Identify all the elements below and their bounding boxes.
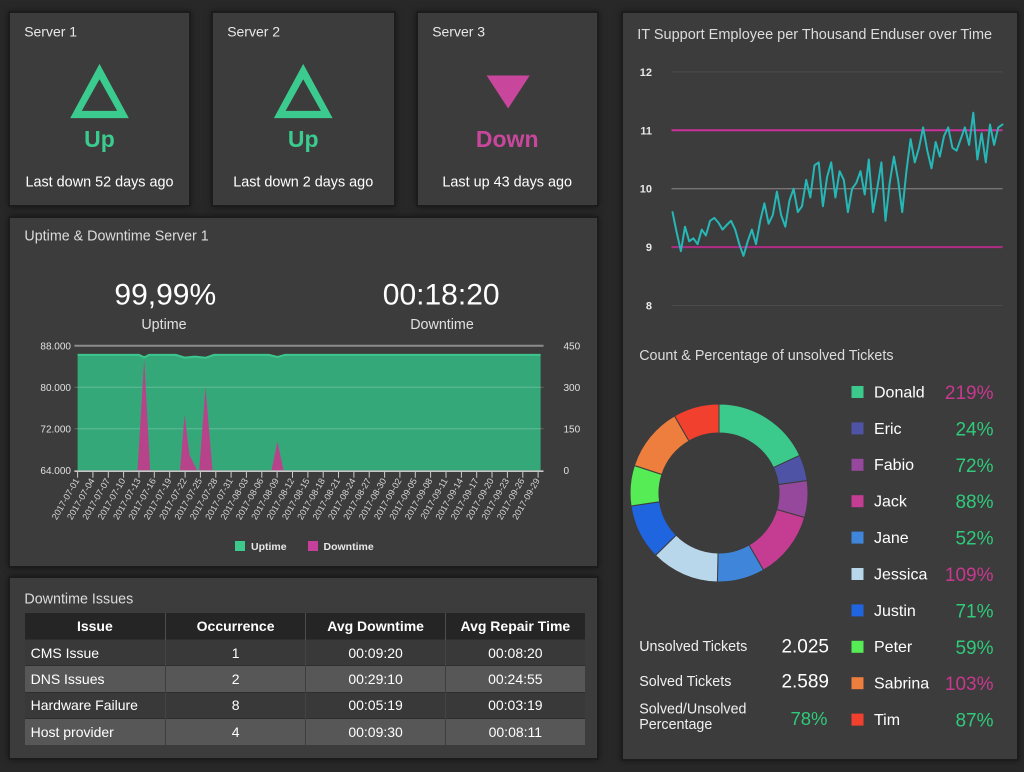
svg-text:Uptime: Uptime	[251, 541, 287, 553]
svg-text:11: 11	[640, 125, 652, 137]
svg-text:Last down 52 days ago: Last down 52 days ago	[25, 174, 173, 190]
svg-text:Percentage: Percentage	[639, 716, 712, 732]
svg-text:00:18:20: 00:18:20	[383, 279, 500, 312]
svg-text:Count & Percentage of unsolved: Count & Percentage of unsolved Tickets	[639, 348, 893, 364]
svg-text:2.589: 2.589	[781, 671, 829, 692]
svg-text:8: 8	[645, 300, 651, 312]
svg-text:24%: 24%	[955, 419, 993, 440]
svg-text:9: 9	[645, 242, 651, 254]
svg-text:Downtime: Downtime	[324, 541, 374, 553]
svg-text:Server 3: Server 3	[432, 23, 485, 39]
svg-text:Peter: Peter	[874, 639, 913, 656]
svg-text:Justin: Justin	[874, 602, 916, 619]
svg-text:Tim: Tim	[874, 712, 900, 729]
svg-text:Jack: Jack	[874, 493, 908, 510]
svg-text:IT Support Employee per Thousa: IT Support Employee per Thousand Enduser…	[637, 27, 992, 43]
svg-text:Eric: Eric	[874, 420, 902, 437]
svg-text:72%: 72%	[955, 455, 993, 476]
svg-text:Up: Up	[84, 125, 115, 151]
svg-text:Solved/Unsolved: Solved/Unsolved	[639, 701, 746, 717]
svg-text:88%: 88%	[955, 492, 993, 513]
svg-text:150: 150	[564, 424, 581, 435]
svg-text:Uptime & Downtime Server 1: Uptime & Downtime Server 1	[24, 228, 208, 244]
svg-text:87%: 87%	[955, 710, 993, 731]
svg-text:12: 12	[639, 66, 651, 78]
svg-text:78%: 78%	[790, 708, 827, 729]
svg-text:99,99%: 99,99%	[114, 279, 216, 312]
svg-text:300: 300	[564, 383, 581, 394]
svg-text:Last up 43 days ago: Last up 43 days ago	[442, 174, 572, 190]
svg-text:450: 450	[564, 341, 581, 352]
svg-text:0: 0	[564, 466, 570, 477]
svg-text:Downtime Issues: Downtime Issues	[24, 592, 133, 608]
svg-text:59%: 59%	[955, 637, 993, 658]
svg-text:Donald: Donald	[874, 384, 925, 401]
svg-text:Jane: Jane	[874, 530, 909, 547]
svg-text:2.025: 2.025	[781, 636, 829, 657]
svg-text:Sabrina: Sabrina	[874, 675, 929, 692]
svg-text:103%: 103%	[944, 674, 993, 695]
svg-text:Unsolved Tickets: Unsolved Tickets	[639, 639, 747, 655]
svg-text:64.000: 64.000	[40, 466, 71, 477]
svg-text:Up: Up	[288, 125, 319, 151]
svg-text:Solved Tickets: Solved Tickets	[639, 674, 731, 690]
svg-text:88.000: 88.000	[40, 341, 71, 352]
svg-text:Fabio: Fabio	[874, 457, 914, 474]
svg-text:109%: 109%	[944, 565, 993, 586]
svg-text:72.000: 72.000	[40, 424, 71, 435]
svg-text:Server 2: Server 2	[227, 23, 280, 39]
svg-text:80.000: 80.000	[40, 383, 71, 394]
svg-text:71%: 71%	[955, 601, 993, 622]
svg-text:52%: 52%	[955, 528, 993, 549]
svg-text:Jessica: Jessica	[874, 566, 927, 583]
svg-text:219%: 219%	[944, 383, 993, 404]
svg-text:Down: Down	[476, 125, 539, 151]
svg-text:Server 1: Server 1	[24, 23, 77, 39]
svg-text:Last down 2 days ago: Last down 2 days ago	[233, 174, 373, 190]
svg-text:Downtime: Downtime	[410, 317, 474, 333]
svg-text:10: 10	[639, 183, 651, 195]
svg-text:Uptime: Uptime	[141, 317, 186, 333]
